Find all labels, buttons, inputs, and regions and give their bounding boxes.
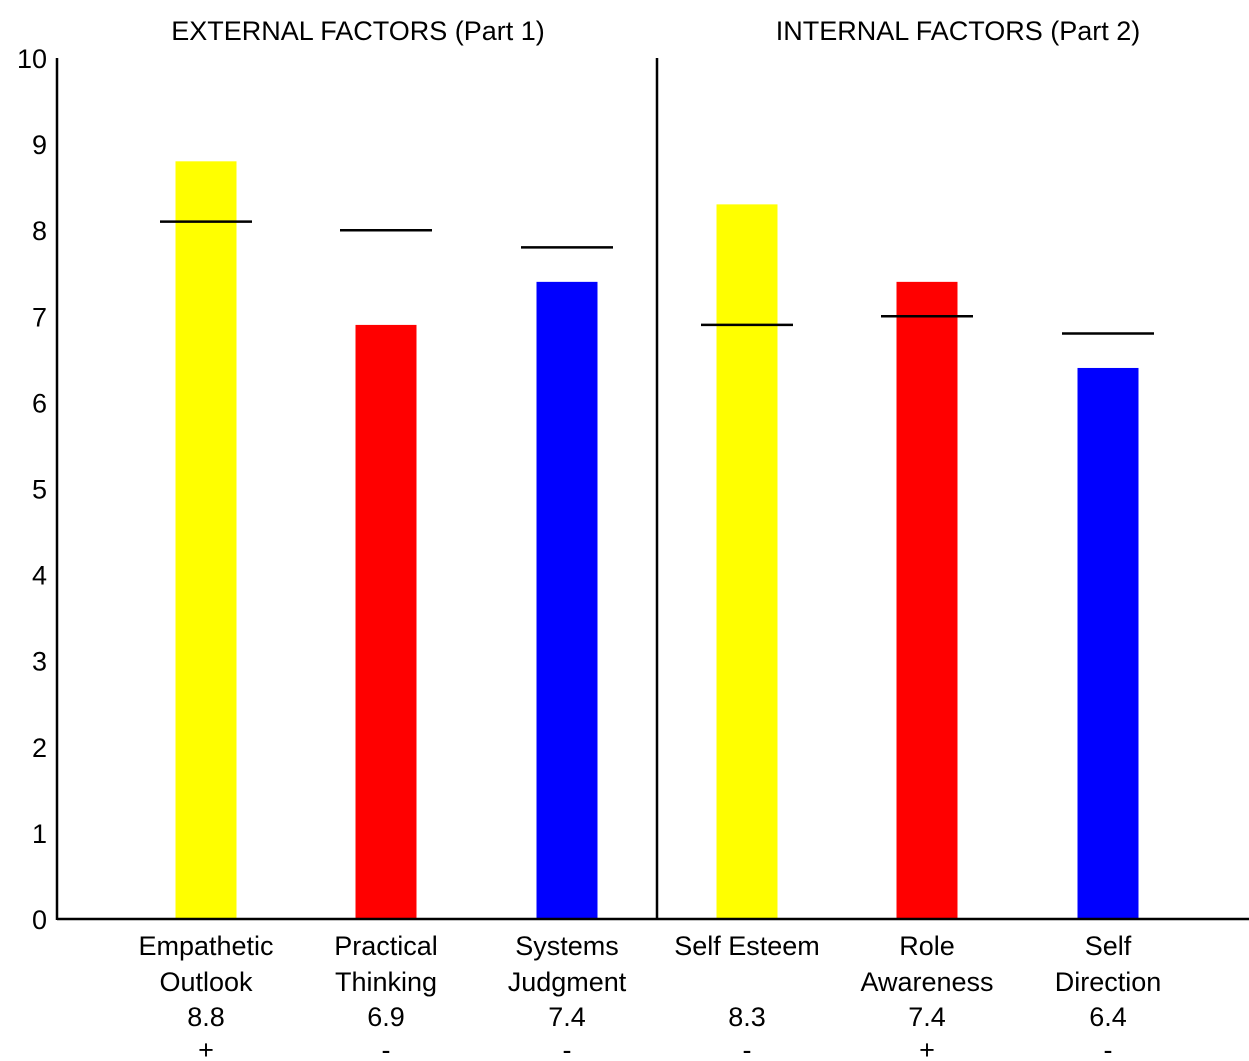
y-tick-label: 1 [32, 819, 47, 849]
sign-label: - [563, 1035, 572, 1061]
sign-label: + [919, 1035, 935, 1061]
section-title: INTERNAL FACTORS (Part 2) [776, 16, 1141, 46]
bar [1077, 367, 1139, 920]
value-label: 6.4 [1089, 1002, 1127, 1032]
y-tick-label: 4 [32, 561, 47, 591]
y-tick-label: 6 [32, 388, 47, 418]
value-label: 7.4 [548, 1002, 586, 1032]
y-tick-label: 0 [32, 905, 47, 935]
section-titles: EXTERNAL FACTORS (Part 1) INTERNAL FACTOR… [171, 16, 1140, 46]
category-label: Empathetic [138, 931, 273, 961]
category-label: Self [1085, 931, 1132, 961]
category-label: Direction [1055, 967, 1162, 997]
category-label: Awareness [860, 967, 993, 997]
bar [896, 281, 958, 919]
y-tick-label: 9 [32, 130, 47, 160]
value-label: 8.3 [728, 1002, 766, 1032]
norm-markers [160, 220, 1154, 335]
sign-label: - [743, 1035, 752, 1061]
y-tick-label: 5 [32, 475, 47, 505]
plot-frame [55, 58, 1249, 921]
y-tick-label: 3 [32, 647, 47, 677]
sign-label: - [1104, 1035, 1113, 1061]
value-label: 6.9 [367, 1002, 405, 1032]
y-axis: 0 1 2 3 4 5 6 7 8 9 10 [17, 44, 47, 935]
sign-labels: + - - - + - [198, 1035, 1112, 1061]
value-label: 8.8 [187, 1002, 225, 1032]
value-labels: 8.8 6.9 7.4 8.3 7.4 6.4 [187, 1002, 1127, 1032]
section-title: EXTERNAL FACTORS (Part 1) [171, 16, 545, 46]
bar [536, 281, 598, 919]
y-tick-label: 7 [32, 302, 47, 332]
category-label: Thinking [335, 967, 437, 997]
sign-label: + [198, 1035, 214, 1061]
value-label: 7.4 [908, 1002, 946, 1032]
category-label: Practical [334, 931, 438, 961]
y-tick-label: 2 [32, 733, 47, 763]
bars [175, 161, 1139, 920]
category-labels: Empathetic Outlook Practical Thinking System… [138, 931, 1161, 997]
category-label: Self Esteem [674, 931, 820, 961]
y-tick-label: 8 [32, 216, 47, 246]
category-label: Outlook [159, 967, 253, 997]
bar [716, 204, 778, 919]
y-tick-label: 10 [17, 44, 47, 74]
sign-label: - [382, 1035, 391, 1061]
category-label: Role [899, 931, 955, 961]
category-label: Systems [515, 931, 619, 961]
category-label: Judgment [508, 967, 627, 997]
bar [175, 161, 237, 919]
bar [355, 324, 417, 919]
